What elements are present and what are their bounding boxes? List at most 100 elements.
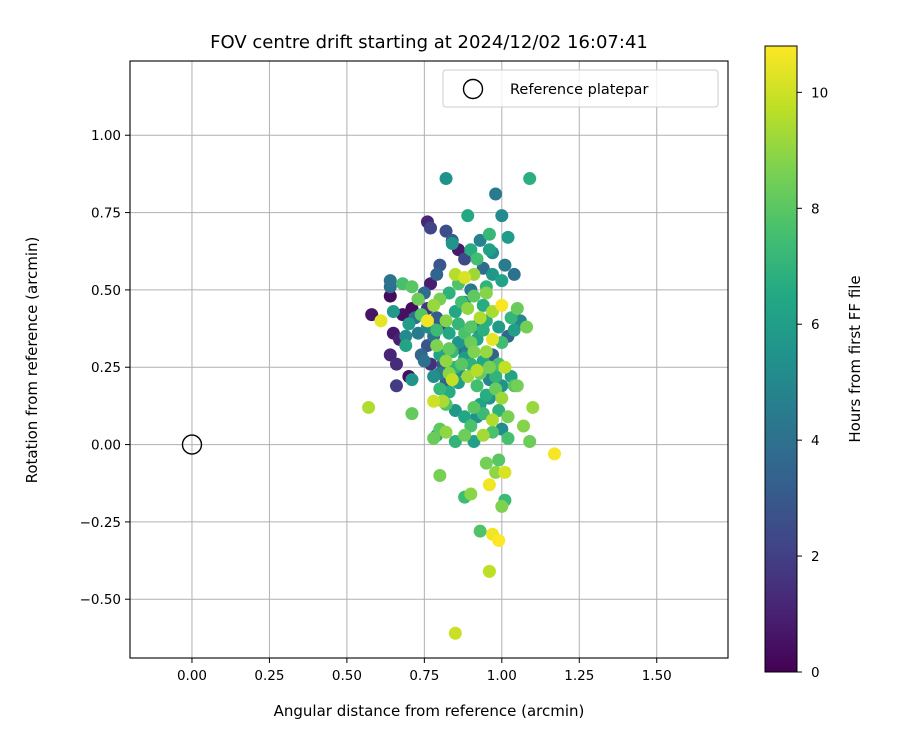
data-point: [461, 370, 475, 384]
data-point: [482, 478, 496, 492]
data-point: [464, 419, 478, 433]
data-point: [492, 320, 506, 334]
data-point: [507, 323, 521, 337]
data-point: [383, 274, 397, 288]
data-point: [510, 379, 524, 393]
data-point: [439, 172, 453, 186]
x-tick-label: 0.00: [177, 668, 207, 684]
data-point: [442, 286, 456, 300]
data-points: [362, 172, 561, 640]
data-point: [473, 233, 487, 247]
data-point: [498, 360, 512, 374]
data-point: [507, 267, 521, 281]
data-point: [383, 348, 397, 362]
data-point: [482, 360, 496, 374]
data-point: [495, 499, 509, 513]
data-point: [476, 298, 490, 312]
data-point: [374, 314, 388, 328]
data-point: [492, 453, 506, 467]
data-point: [427, 431, 441, 445]
data-point: [411, 292, 425, 306]
colorbar-gradient: [764, 45, 798, 673]
data-point: [362, 400, 376, 414]
data-point: [492, 404, 506, 418]
data-point: [458, 252, 472, 266]
data-point: [405, 407, 419, 421]
y-axis-label: Rotation from reference (arcmin): [23, 237, 41, 484]
data-point: [405, 280, 419, 294]
data-point: [445, 373, 459, 387]
data-point: [448, 434, 462, 448]
data-point: [473, 524, 487, 538]
legend: Reference platepar: [442, 69, 719, 108]
x-axis: 0.00 0.25 0.50 0.75 1.00 1.25 1.50: [177, 658, 672, 684]
data-point: [479, 388, 493, 402]
data-point: [451, 335, 465, 349]
y-tick-label: 0.75: [91, 206, 121, 222]
data-point: [486, 332, 500, 346]
data-point: [501, 410, 515, 424]
data-point: [476, 428, 490, 442]
data-point: [439, 354, 453, 368]
y-axis: −0.50 −0.25 0.00 0.25 0.50 0.75 1.00: [80, 128, 130, 608]
reference-marker: [181, 434, 203, 455]
data-point: [495, 391, 509, 405]
data-point: [427, 394, 441, 408]
x-tick-label: 0.75: [409, 668, 439, 684]
data-point: [498, 465, 512, 479]
data-point: [386, 305, 400, 319]
data-point: [489, 465, 503, 479]
data-point: [489, 187, 503, 201]
data-point: [427, 298, 441, 312]
colorbar-tick-label: 0: [811, 665, 820, 681]
data-point: [458, 410, 472, 424]
colorbar-label: Hours from first FF file: [846, 275, 864, 442]
data-point: [467, 289, 481, 303]
data-point: [470, 379, 484, 393]
data-point: [399, 339, 413, 353]
data-point: [523, 434, 537, 448]
data-point: [486, 305, 500, 319]
data-point: [448, 626, 462, 640]
data-point: [464, 320, 478, 334]
x-tick-label: 0.50: [332, 668, 362, 684]
data-point: [482, 564, 496, 578]
data-point: [467, 434, 481, 448]
data-point: [405, 373, 419, 387]
data-point: [458, 271, 472, 285]
data-point: [439, 314, 453, 328]
data-point: [389, 357, 403, 371]
colorbar-tick-label: 4: [811, 433, 820, 449]
data-point: [433, 382, 447, 396]
data-point: [411, 326, 425, 340]
data-point: [430, 323, 444, 337]
data-point: [482, 243, 496, 257]
legend-label: Reference platepar: [510, 82, 648, 98]
data-point: [445, 237, 459, 251]
data-point: [492, 533, 506, 547]
data-point: [526, 400, 540, 414]
data-point: [430, 267, 444, 281]
data-point: [430, 339, 444, 353]
data-point: [383, 289, 397, 303]
data-point: [448, 404, 462, 418]
data-point: [436, 394, 450, 408]
colorbar-tick-label: 8: [811, 201, 820, 217]
data-point: [442, 342, 456, 356]
colorbar-tick-label: 6: [811, 317, 820, 333]
data-point: [427, 370, 441, 384]
data-point: [501, 431, 515, 445]
data-point: [495, 274, 509, 288]
data-point: [473, 311, 487, 325]
data-point: [439, 224, 453, 238]
data-point: [420, 314, 434, 328]
data-point: [439, 425, 453, 439]
data-point: [389, 379, 403, 393]
y-tick-label: −0.25: [80, 515, 121, 531]
data-point: [461, 301, 475, 315]
data-point: [420, 339, 434, 353]
legend-marker-icon: [462, 78, 484, 100]
data-point: [399, 329, 413, 343]
data-point: [464, 487, 478, 501]
